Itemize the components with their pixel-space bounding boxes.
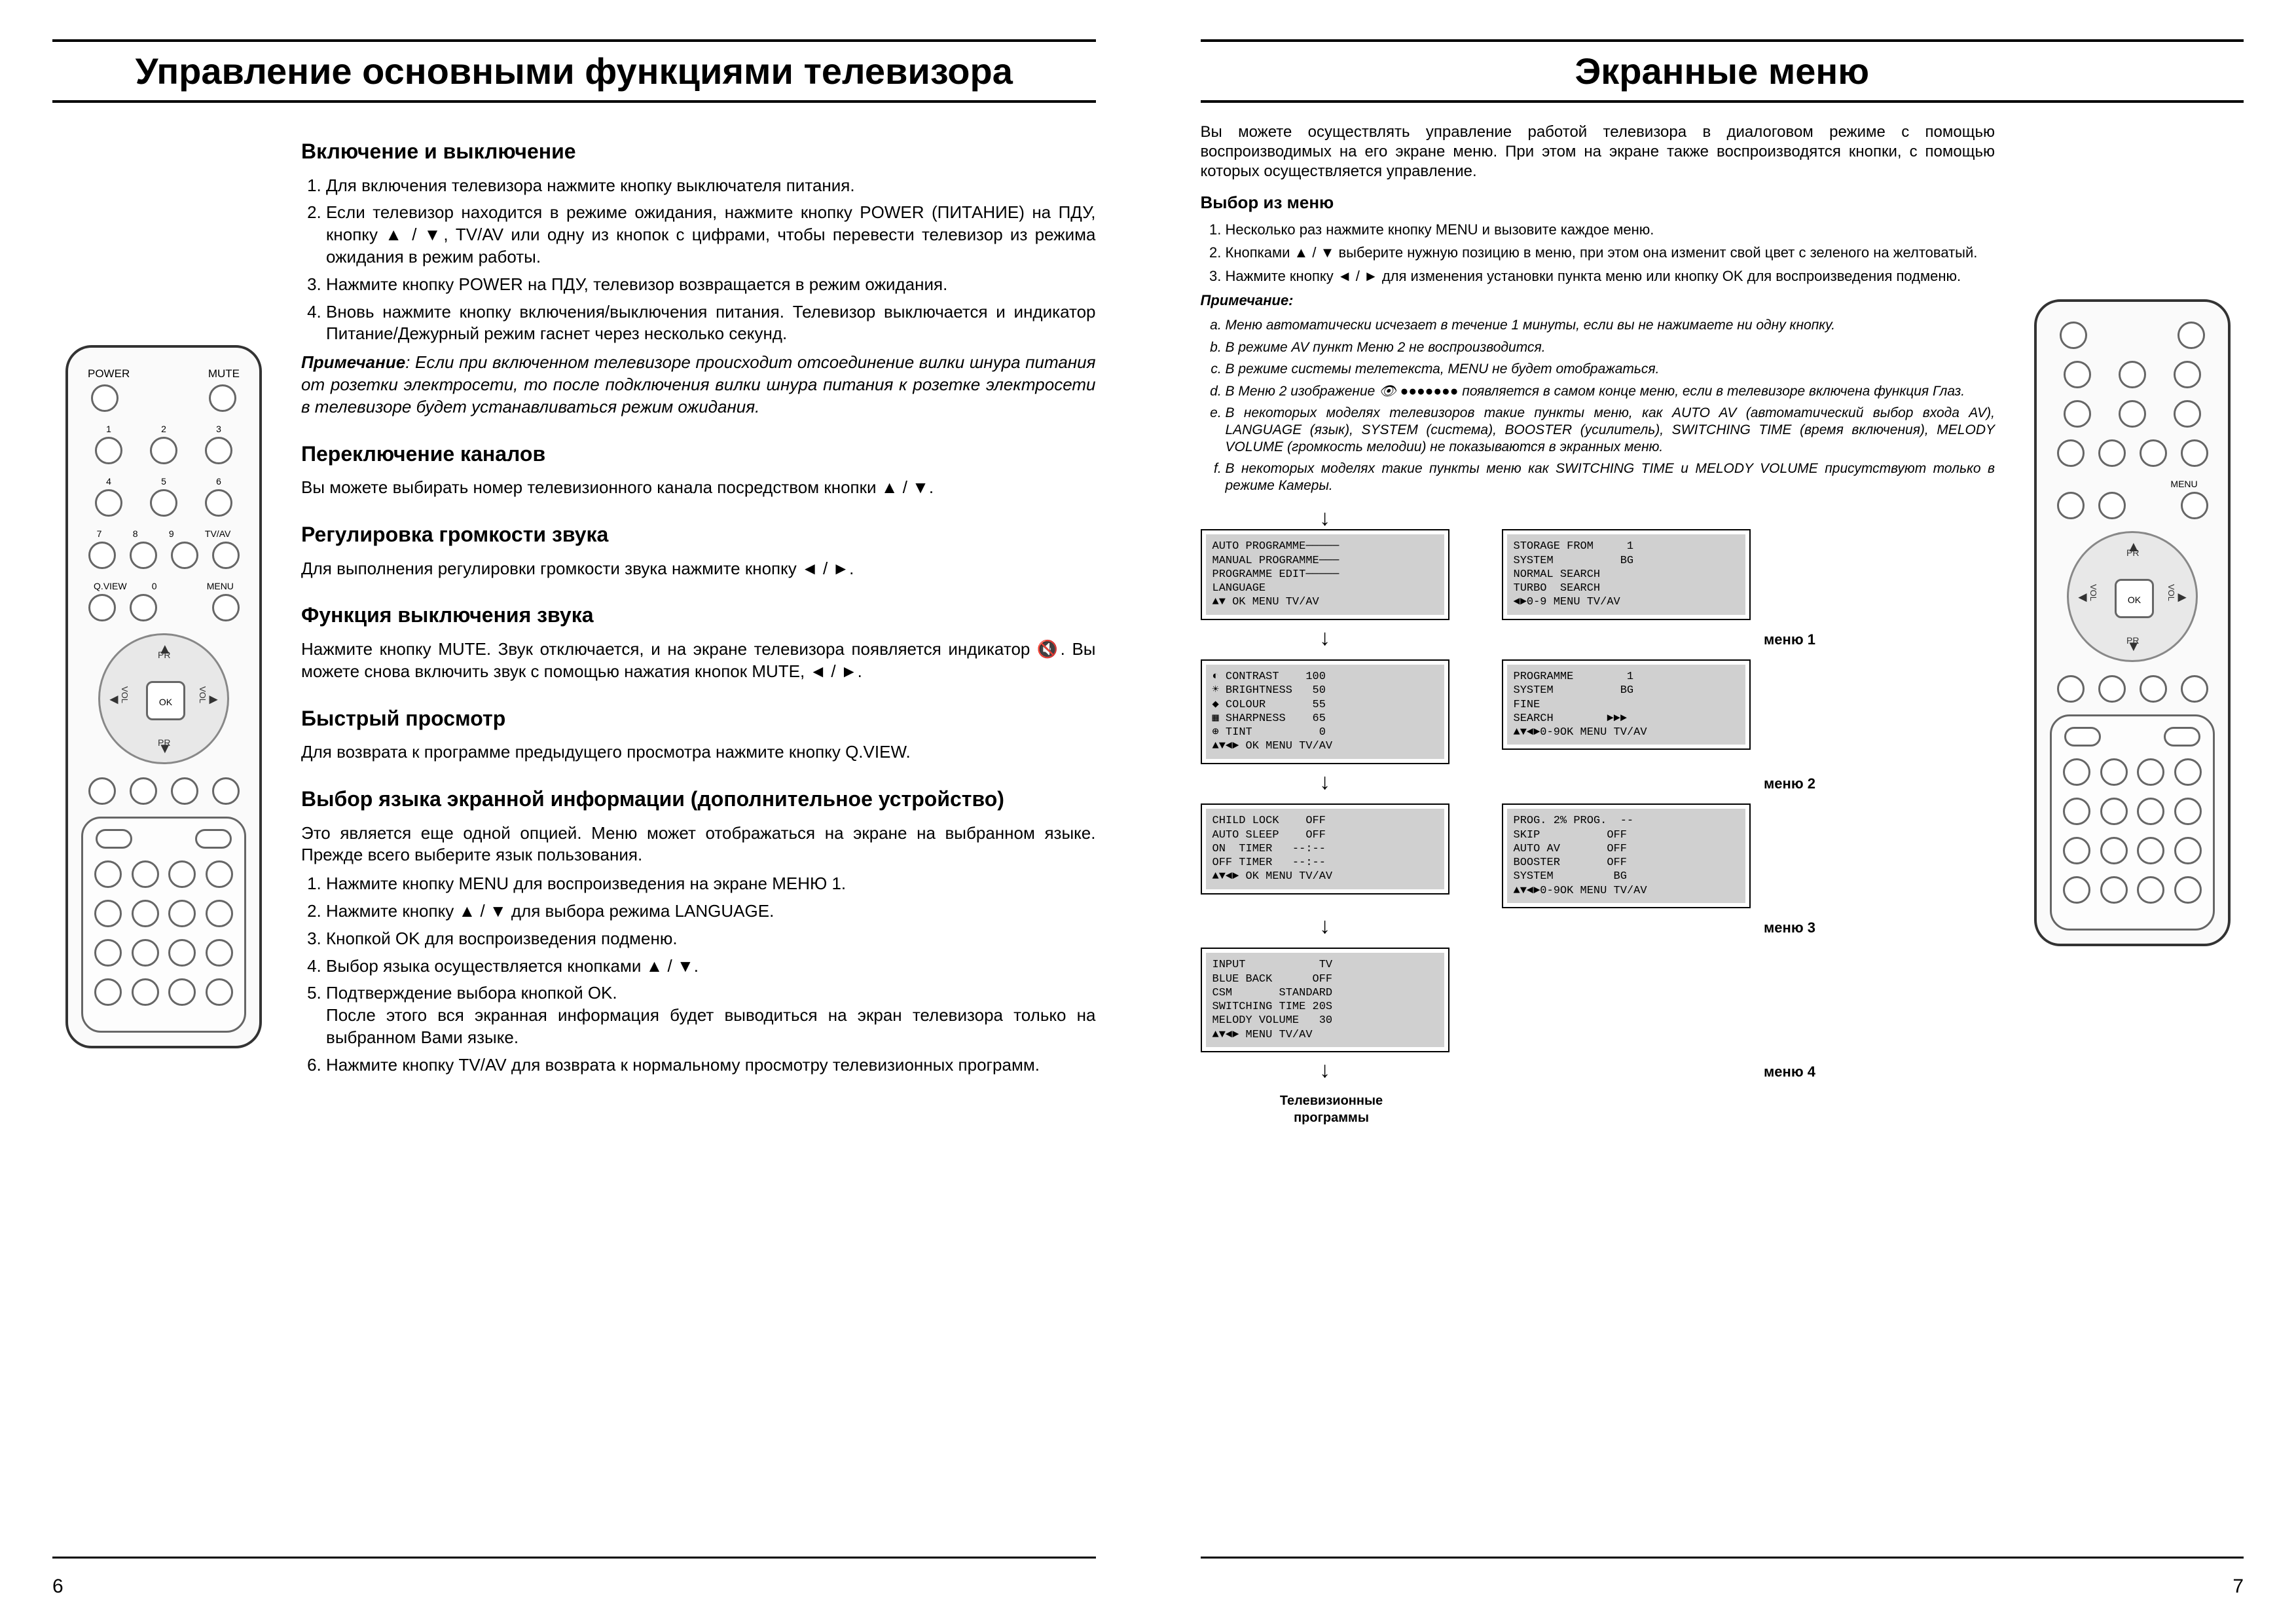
lang-steps: Нажмите кнопку MENU для воспроизведения … [301,873,1096,1076]
arrow-down-icon: ↓ [1201,771,1449,804]
section-lang-title: Выбор языка экранной информации (дополни… [301,786,1096,813]
volume-text: Для выполнения регулировки громкости зву… [301,558,1096,580]
page-title: Управление основными функциями телевизор… [52,39,1096,103]
footer-rule [1201,1557,2244,1559]
footer-rule [52,1557,1096,1559]
section-channel-title: Переключение каналов [301,441,1096,468]
menu-1-sub-box: STORAGE FROM 1 SYSTEM BG NORMAL SEARCH T… [1502,529,1751,619]
remote-lower-cover [2050,714,2215,931]
content-column: Включение и выключение Для включения тел… [301,116,1096,1082]
menu-3-box: CHILD LOCK OFF AUTO SLEEP OFF ON TIMER -… [1201,803,1449,894]
left-page: Управление основными функциями телевизор… [0,0,1148,1624]
section-power-title: Включение и выключение [301,138,1096,166]
arrow-down-icon: ↓ [1201,915,1449,948]
menu-4-box: INPUT TV BLUE BACK OFF CSM STANDARD SWIT… [1201,948,1449,1052]
power-steps: Для включения телевизора нажмите кнопку … [301,175,1096,346]
page-title: Экранные меню [1201,39,2244,103]
power-note: Примечание: Если при включенном телевизо… [301,352,1096,418]
menu-2-label: меню 2 [1738,775,1842,794]
nav-pad: ▲ PR PR ▼ ◄ VOL VOL ► OK [98,633,229,764]
select-steps: Несколько раз нажмите кнопку MENU и вызо… [1201,221,1995,286]
section-volume-title: Регулировка громкости звука [301,521,1096,549]
arrow-down-icon: ↓ [1201,627,1449,660]
power-button [91,384,118,412]
select-title: Выбор из меню [1201,192,1995,214]
right-page: Экранные меню Вы можете осуществлять упр… [1148,0,2296,1624]
remote-lower-cover [81,817,246,1033]
menu-2-box: ◐ CONTRAST 100 ☀ BRIGHTNESS 50 ◆ COLOUR … [1201,659,1449,764]
page-number: 7 [2232,1576,2244,1598]
nav-pad: ▲ PR PR ▼ ◄ VOL VOL ► OK [2067,531,2198,662]
mute-label: MUTE [208,367,240,380]
remote-column: POWER MUTE 123 456 789TV/AV Q.VIEW0MENU … [52,116,275,1082]
menu-3-sub-box: PROG. 2% PROG. -- SKIP OFF AUTO AV OFF B… [1502,803,1751,908]
content-column: Вы можете осуществлять управление работо… [1201,116,1995,1126]
lang-intro: Это является еще одной опцией. Меню може… [301,822,1096,867]
menu-3-label: меню 3 [1738,919,1842,938]
ok-button: OK [2115,579,2154,618]
mute-button [209,384,236,412]
menu-diagram: ↓ AUTO PROGRAMME───── MANUAL PROGRAMME──… [1201,507,1995,1126]
menu-1-label: меню 1 [1738,631,1842,650]
notes-list: Меню автоматически исчезает в течение 1 … [1201,317,1995,494]
mute-text: Нажмите кнопку MUTE. Звук отключается, и… [301,638,1096,683]
intro-text: Вы можете осуществлять управление работо… [1201,122,1995,181]
power-label: POWER [88,367,130,380]
channel-text: Вы можете выбирать номер телевизионного … [301,477,1096,499]
tv-programs-label: Телевизионные программы [1253,1092,1410,1126]
quick-text: Для возврата к программе предыдущего про… [301,741,1096,764]
note-label: Примечание: [1201,291,1995,310]
ok-button: OK [146,681,185,720]
menu-2-sub-box: PROGRAMME 1 SYSTEM BG FINE SEARCH ►►► ▲▼… [1502,659,1751,750]
menu-1-box: AUTO PROGRAMME───── MANUAL PROGRAMME─── … [1201,529,1449,619]
arrow-down-icon: ↓ [1201,1059,1449,1092]
remote-control-illustration: POWER MUTE 123 456 789TV/AV Q.VIEW0MENU … [65,345,262,1048]
menu-4-label: меню 4 [1738,1063,1842,1082]
remote-column: MENU ▲ PR PR ▼ ◄ VOL VOL ► OK [2021,116,2244,1126]
remote-control-illustration: MENU ▲ PR PR ▼ ◄ VOL VOL ► OK [2034,299,2231,946]
section-quick-title: Быстрый просмотр [301,705,1096,733]
arrow-down-icon: ↓ [1201,507,1449,529]
page-number: 6 [52,1576,64,1598]
section-mute-title: Функция выключения звука [301,602,1096,629]
